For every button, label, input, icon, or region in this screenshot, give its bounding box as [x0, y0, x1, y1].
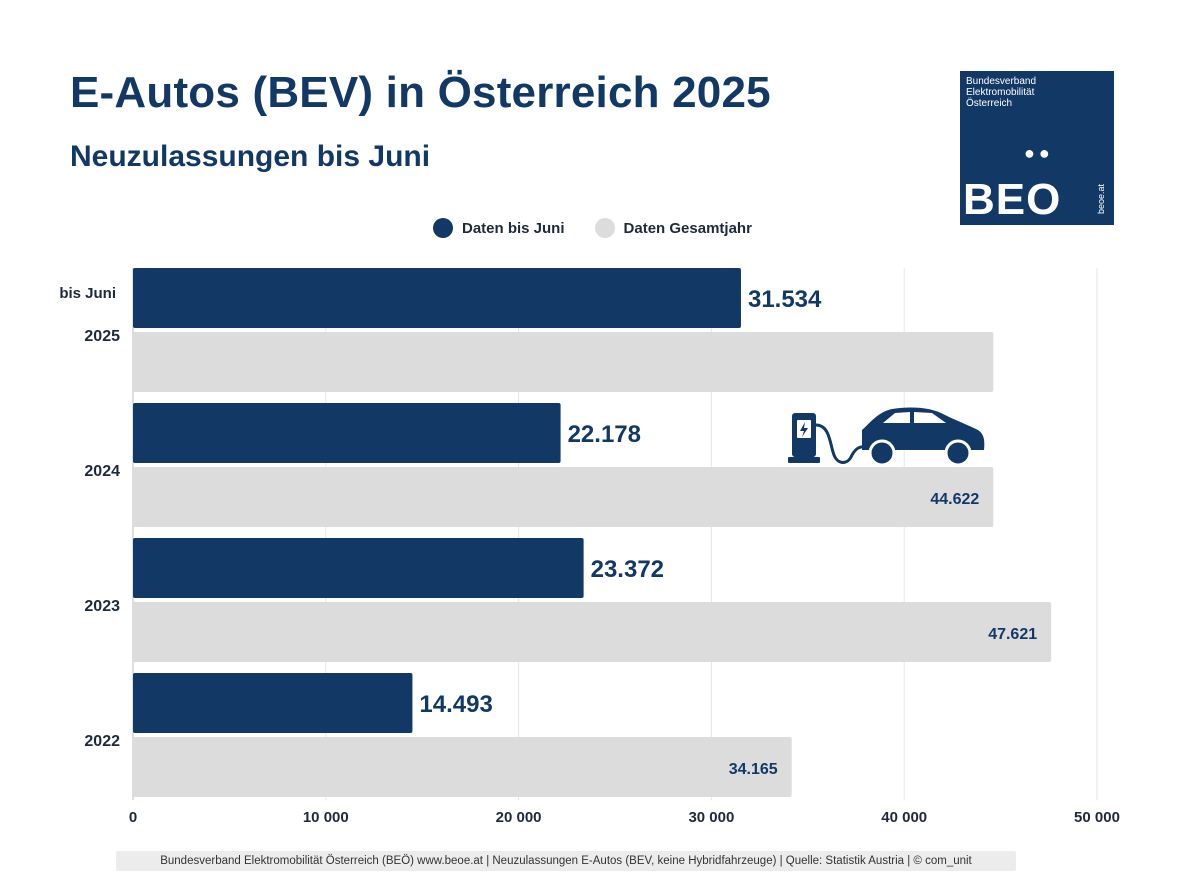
chart-title: E-Autos (BEV) in Österreich 2025	[70, 68, 771, 117]
source-footer: Bundesverband Elektromobilität Österreic…	[116, 851, 1016, 871]
category-note: bis Juni	[59, 285, 116, 302]
bar-gesamtjahr-2025	[133, 332, 994, 392]
logo-line-3: Österreich	[966, 98, 1013, 109]
data-label-bis-juni: 23.372	[591, 556, 664, 583]
logo-name: BEO	[963, 175, 1062, 224]
x-tick-label: 20 000	[496, 809, 542, 826]
x-tick-label: 50 000	[1074, 809, 1120, 826]
data-label-gesamtjahr: 47.621	[988, 626, 1037, 643]
logo-text: Bundesverband Elektromobilität Österreic…	[966, 76, 1036, 109]
legend: Daten bis Juni Daten Gesamtjahr	[433, 218, 782, 238]
data-label-gesamtjahr: 34.165	[729, 761, 778, 778]
logo-dots-icon: ●●	[1024, 143, 1054, 163]
bar-bis-juni-2024	[133, 403, 561, 463]
y-category-label: 2025	[84, 328, 120, 345]
data-label-bis-juni: 31.534	[748, 286, 822, 313]
legend-label: Daten bis Juni	[462, 219, 565, 237]
logo-line-1: Bundesverband	[966, 76, 1037, 87]
data-label-bis-juni: 14.493	[419, 691, 492, 718]
y-category-label: 2022	[84, 733, 120, 750]
legend-item-bis-juni: Daten bis Juni	[433, 218, 565, 238]
bar-gesamtjahr-2024	[133, 467, 994, 527]
bar-bis-juni-2023	[133, 538, 584, 598]
x-tick-label: 0	[129, 809, 137, 826]
legend-swatch-dark	[433, 218, 453, 238]
bar-bis-juni-2025	[133, 268, 741, 328]
beo-logo: Bundesverband Elektromobilität Österreic…	[960, 71, 1114, 225]
bar-gesamtjahr-2023	[133, 602, 1052, 662]
x-tick-label: 10 000	[303, 809, 349, 826]
bar-bis-juni-2022	[133, 673, 413, 733]
data-label-gesamtjahr: 44.622	[930, 491, 979, 508]
legend-swatch-light	[594, 218, 615, 238]
y-category-label: 2024	[84, 463, 120, 480]
x-tick-label: 40 000	[881, 809, 927, 826]
legend-label: Daten Gesamtjahr	[623, 219, 752, 237]
ev-charging-car-icon	[788, 407, 985, 467]
logo-line-2: Elektromobilität	[966, 87, 1035, 98]
x-tick-label: 30 000	[688, 809, 734, 826]
bar-gesamtjahr-2022	[133, 737, 792, 797]
y-category-label: 2023	[84, 598, 120, 615]
chart-subtitle: Neuzulassungen bis Juni	[70, 140, 431, 173]
legend-item-gesamtjahr: Daten Gesamtjahr	[594, 218, 752, 238]
data-label-bis-juni: 22.178	[568, 421, 641, 448]
bar-chart: 0 10 000 20 000 30 000 40 000 50 000 31.534 202…	[59, 268, 1120, 826]
